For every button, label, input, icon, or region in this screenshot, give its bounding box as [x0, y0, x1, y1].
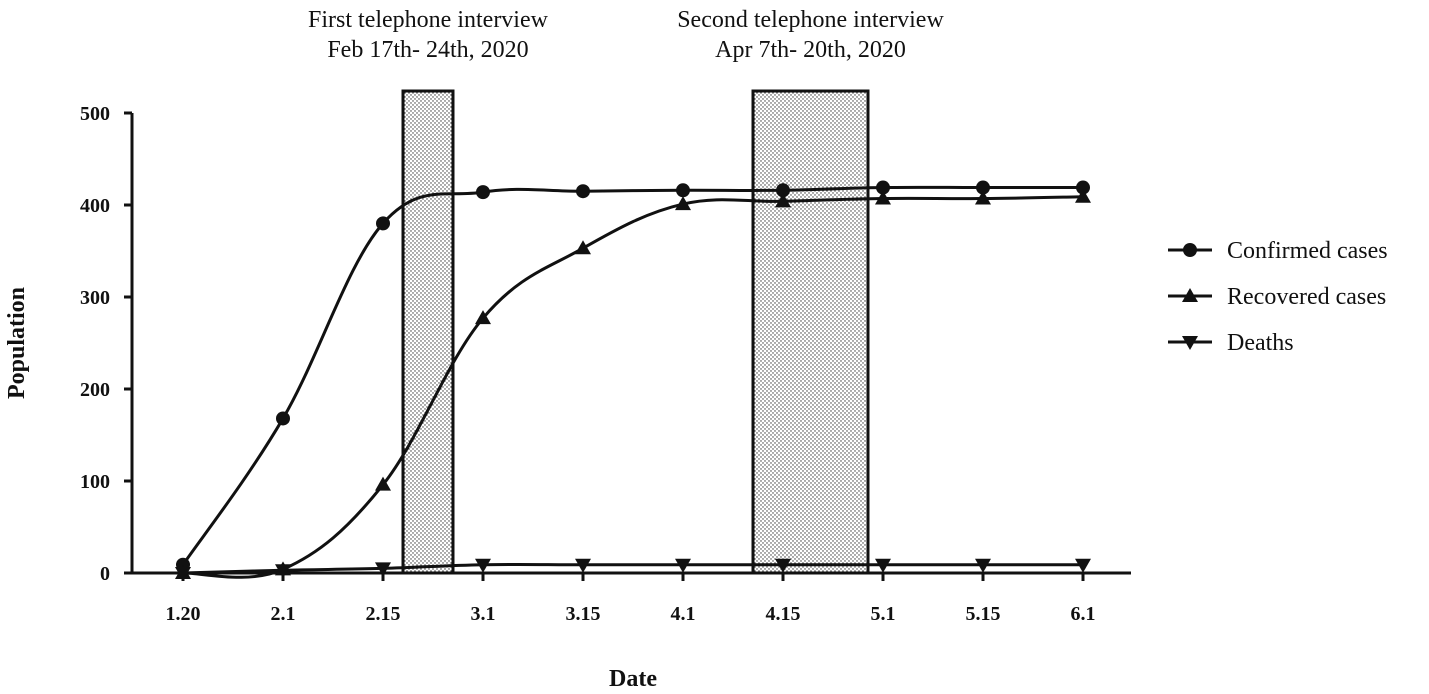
axes: 0 100 200 300 400 500 1.20 2.1 2.15 3.1 3.15 4.1 4.1… [4, 103, 1131, 692]
data-point [175, 567, 191, 581]
data-point [676, 183, 690, 198]
x-tick-label: 4.15 [766, 603, 801, 625]
data-point [1075, 558, 1091, 573]
x-tick-label: 3.15 [566, 603, 601, 625]
legend-item-1: Recovered cases [1168, 284, 1386, 310]
y-tick-label: 300 [80, 287, 110, 309]
data-point [975, 558, 991, 573]
data-point [575, 240, 591, 255]
data-point [675, 558, 691, 573]
legend: Confirmed cases Recovered cases Deaths [1168, 238, 1388, 356]
series-line-1 [182, 195, 1084, 579]
y-tick-label: 500 [80, 103, 110, 125]
series-line-0 [181, 185, 1084, 566]
data-point [876, 180, 890, 195]
data-point [476, 185, 490, 200]
x-tick-label: 6.1 [1071, 603, 1096, 625]
x-tick-label: 2.15 [366, 603, 401, 625]
data-point [675, 196, 691, 211]
data-point [776, 183, 790, 198]
legend-marker [1182, 288, 1198, 302]
series-0 [176, 180, 1090, 572]
annotation-dates-2: Apr 7th- 20th, 2020 [715, 37, 906, 63]
data-point [976, 180, 990, 195]
data-point [575, 558, 591, 573]
legend-marker [1183, 243, 1197, 257]
series-layer [175, 180, 1091, 581]
data-point [775, 193, 791, 208]
data-point [576, 184, 590, 199]
data-point [1075, 188, 1091, 203]
y-axis-title: Population [4, 287, 30, 399]
y-tick-label: 0 [100, 563, 110, 585]
legend-item-2: Deaths [1168, 330, 1294, 356]
series-line-2 [182, 562, 1083, 575]
legend-item-0: Confirmed cases [1168, 238, 1388, 264]
y-tick-label: 100 [80, 471, 110, 493]
annotation-dates-1: Feb 17th- 24th, 2020 [327, 37, 528, 63]
x-tick-label: 4.1 [671, 603, 696, 625]
series-1 [175, 188, 1091, 579]
legend-marker [1182, 336, 1198, 350]
x-tick-label: 2.1 [271, 603, 296, 625]
x-tick-label: 5.15 [966, 603, 1001, 625]
y-tick-label: 400 [80, 195, 110, 217]
data-point [275, 564, 291, 579]
data-point [1076, 180, 1090, 195]
data-point [276, 411, 290, 426]
legend-label: Confirmed cases [1227, 238, 1388, 264]
data-point [875, 558, 891, 573]
data-point [375, 476, 391, 491]
x-axis-title: Date [609, 666, 657, 692]
data-point [475, 310, 491, 325]
annotation-title-1: First telephone interview [308, 7, 549, 33]
data-point [475, 558, 491, 573]
data-point [376, 216, 390, 231]
data-point [875, 190, 891, 205]
legend-label: Recovered cases [1227, 284, 1386, 310]
annotations: First telephone interview Feb 17th- 24th,… [308, 7, 944, 63]
data-point [975, 190, 991, 205]
legend-label: Deaths [1227, 330, 1294, 356]
interview-period-layer [401, 89, 870, 575]
interview-period-box-1 [401, 89, 455, 575]
x-tick-label: 1.20 [166, 603, 201, 625]
series-2 [175, 558, 1091, 581]
annotation-title-2: Second telephone interview [677, 7, 944, 33]
x-tick-label: 3.1 [471, 603, 496, 625]
data-point [375, 562, 391, 577]
x-tick-label: 5.1 [871, 603, 896, 625]
interview-period-box-2 [751, 89, 870, 575]
data-point [775, 558, 791, 573]
y-tick-label: 200 [80, 379, 110, 401]
